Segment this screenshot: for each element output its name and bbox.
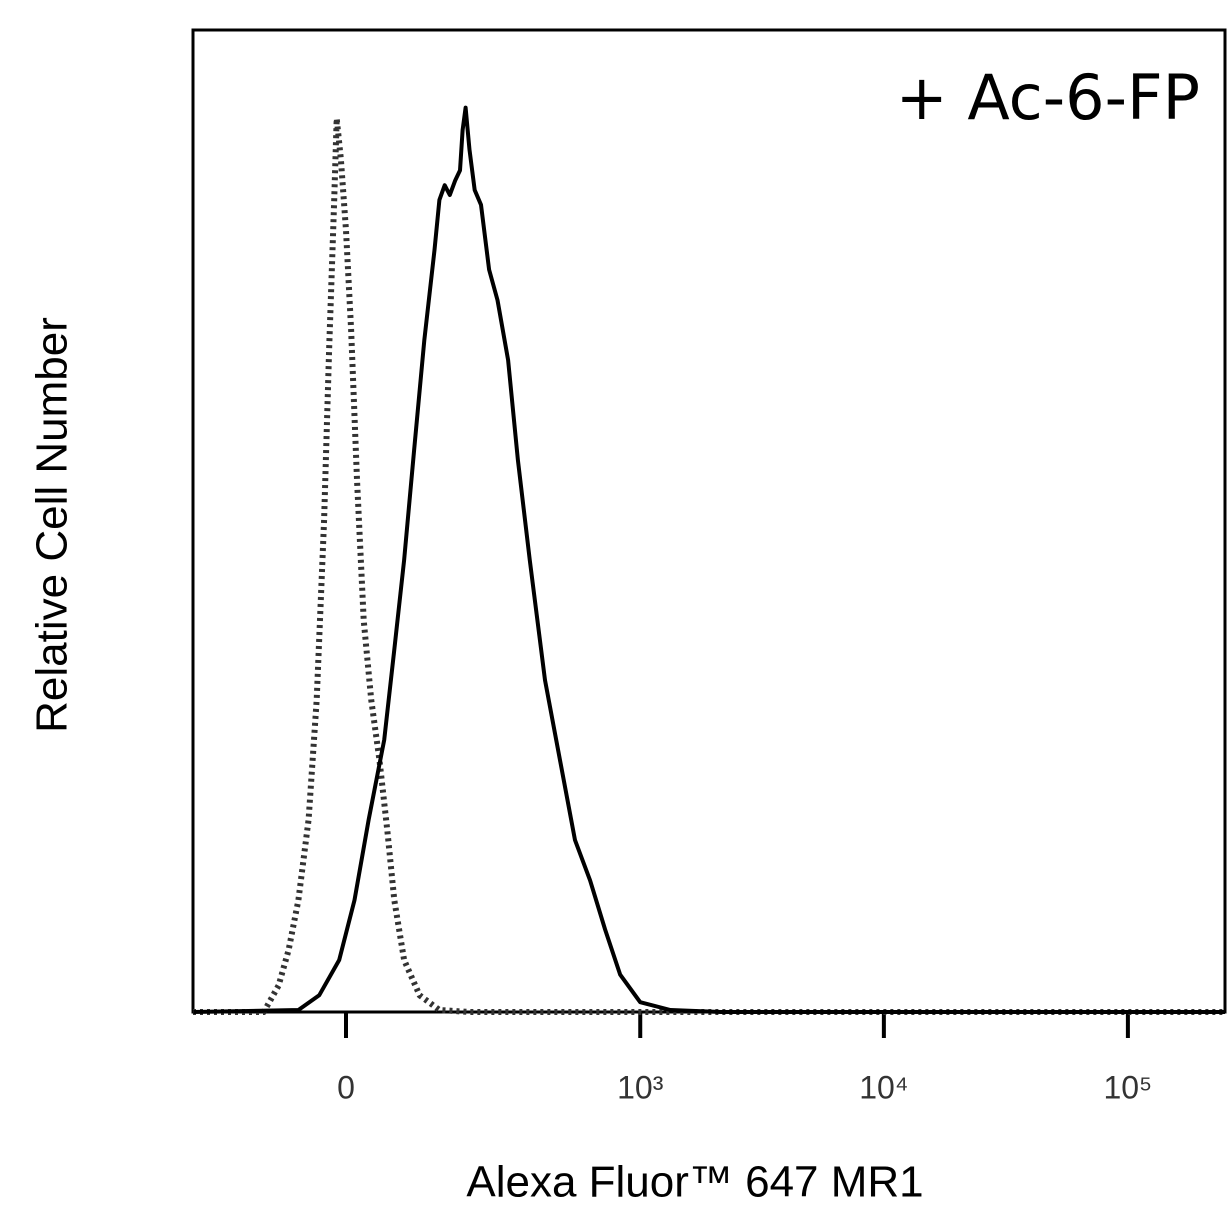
y-axis-label: Relative Cell Number	[28, 317, 77, 733]
x-axis-label: Alexa Fluor™ 647 MR1	[466, 1158, 923, 1207]
x-tick-label: 10⁴	[859, 1069, 908, 1105]
plot-frame	[191, 28, 1227, 1014]
histogram-line	[193, 115, 1225, 1015]
histogram-line	[193, 105, 1225, 1014]
x-tick-label: 10⁵	[1103, 1069, 1152, 1105]
annotation: + Ac-6-FP	[896, 61, 1200, 134]
x-tick-label: 0	[337, 1069, 355, 1105]
x-tick-label: 10³	[617, 1069, 664, 1105]
